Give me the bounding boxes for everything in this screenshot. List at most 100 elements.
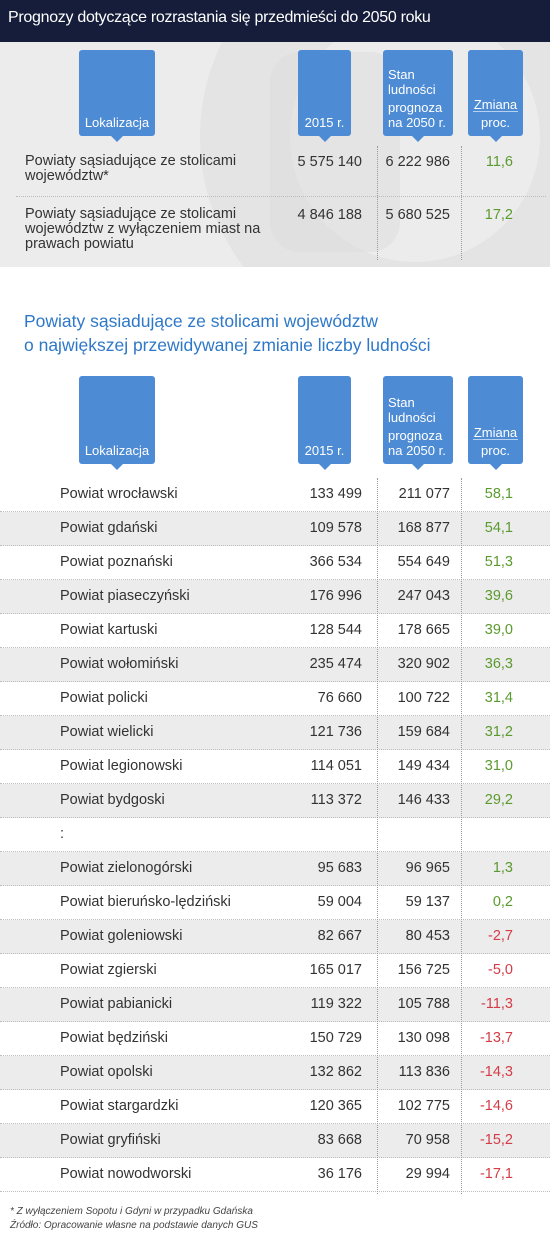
header-change: Zmiana proc. xyxy=(468,50,523,142)
population-2050: 156 725 xyxy=(397,962,450,978)
population-2015: 59 004 xyxy=(317,894,362,910)
percent-change: -15,2 xyxy=(479,1132,513,1148)
percent-change: 54,1 xyxy=(484,520,513,536)
table-row: Powiat gdański 109 578 168 877 54,1 xyxy=(0,512,550,546)
table-row: Powiat bieruńsko-lędziński 59 004 59 137 0,… xyxy=(0,886,550,920)
county-name: Powiat piaseczyński xyxy=(60,588,190,604)
county-name: Powiat stargardzki xyxy=(60,1098,179,1114)
table-row: Powiat wołomiński 235 474 320 902 36,3 xyxy=(0,648,550,682)
county-name: Powiat nowodworski xyxy=(60,1166,192,1182)
population-2015: 113 372 xyxy=(310,792,362,808)
table-row: Powiat goleniowski 82 667 80 453 -2,7 xyxy=(0,920,550,954)
population-2050: 211 077 xyxy=(398,486,450,502)
summary-2050: 5 680 525 xyxy=(385,207,450,223)
population-2015: 120 365 xyxy=(309,1098,362,1114)
population-2050: 29 994 xyxy=(405,1166,450,1182)
summary-name: Powiaty sąsiadujące ze stolicami wojewód… xyxy=(25,153,237,184)
percent-change: 58,1 xyxy=(484,486,513,502)
header-forecast: Stan ludności prognoza na 2050 r. xyxy=(383,376,453,470)
population-2015: 95 683 xyxy=(317,860,362,876)
population-2050: 102 775 xyxy=(397,1098,450,1114)
summary-section xyxy=(0,42,550,267)
county-name: Powiat będziński xyxy=(60,1030,168,1046)
table-row: Powiat zgierski 165 017 156 725 -5,0 xyxy=(0,954,550,988)
county-name: Powiat pabianicki xyxy=(60,996,173,1012)
table-row: Powiat pabianicki 119 322 105 788 -11,3 xyxy=(0,988,550,1022)
population-2050: 105 788 xyxy=(397,996,450,1012)
population-2050: 130 098 xyxy=(397,1030,450,1046)
population-2050: 554 649 xyxy=(397,554,450,570)
population-2050: 113 836 xyxy=(398,1064,450,1080)
percent-change: 29,2 xyxy=(484,792,513,808)
percent-change: 31,2 xyxy=(484,724,513,740)
population-2015: 36 176 xyxy=(317,1166,362,1182)
population-2015: 128 544 xyxy=(309,622,362,638)
table-row: Powiat nowodworski 36 176 29 994 -17,1 xyxy=(0,1158,550,1192)
county-name: Powiat wołomiński xyxy=(60,656,179,672)
population-2015: 82 667 xyxy=(317,928,362,944)
percent-change: 39,6 xyxy=(484,588,513,604)
summary-change: 17,2 xyxy=(484,207,513,223)
table-row: Powiat stargardzki 120 365 102 775 -14,6 xyxy=(0,1090,550,1124)
table-row: Powiat wrocławski 133 499 211 077 58,1 xyxy=(0,478,550,512)
summary-name: Powiaty sąsiadujące ze stolicami wojewód… xyxy=(25,206,261,252)
percent-change: -13,7 xyxy=(479,1030,513,1046)
summary-2015: 4 846 188 xyxy=(297,207,362,223)
county-name: Powiat policki xyxy=(60,690,148,706)
population-2050: 149 434 xyxy=(397,758,450,774)
table-row: Powiat wielicki 121 736 159 684 31,2 xyxy=(0,716,550,750)
summary-2050: 6 222 986 xyxy=(385,154,450,170)
population-2015: 109 578 xyxy=(309,520,362,536)
page-title: Prognozy dotyczące rozrastania się przed… xyxy=(8,9,431,26)
county-name: Powiat zgierski xyxy=(60,962,157,978)
header-2015: 2015 r. xyxy=(298,376,351,470)
header-forecast: Stan ludności prognoza na 2050 r. xyxy=(383,50,453,142)
county-name: Powiat gdański xyxy=(60,520,158,536)
summary-change: 11,6 xyxy=(485,154,513,170)
population-2015: 119 322 xyxy=(310,996,362,1012)
table-row: Powiat kartuski 128 544 178 665 39,0 xyxy=(0,614,550,648)
population-2015: 366 534 xyxy=(309,554,362,570)
summary-2015: 5 575 140 xyxy=(297,154,362,170)
percent-change: 39,0 xyxy=(484,622,513,638)
percent-change: -14,3 xyxy=(479,1064,513,1080)
county-name: Powiat gryfiński xyxy=(60,1132,161,1148)
population-2015: 121 736 xyxy=(309,724,362,740)
table-row: Powiat gryfiński 83 668 70 958 -15,2 xyxy=(0,1124,550,1158)
county-name: Powiat legionowski xyxy=(60,758,183,774)
header-location: Lokalizacja xyxy=(79,376,155,470)
percent-change: -5,0 xyxy=(488,962,513,978)
county-name: Powiat kartuski xyxy=(60,622,158,638)
percent-change: 0,2 xyxy=(492,894,513,910)
population-2015: 114 051 xyxy=(310,758,362,774)
county-name: Powiat bydgoski xyxy=(60,792,165,808)
table-row: : xyxy=(0,818,550,852)
table-row: Powiat legionowski 114 051 149 434 31,0 xyxy=(0,750,550,784)
header-change: Zmiana proc. xyxy=(468,376,523,470)
percent-change: 31,0 xyxy=(484,758,513,774)
table-row: Powiat poznański 366 534 554 649 51,3 xyxy=(0,546,550,580)
source-note: Źródło: Opracowanie własne na podstawie … xyxy=(10,1220,258,1231)
percent-change: -17,1 xyxy=(479,1166,513,1182)
section-subtitle: Powiaty sąsiadujące ze stolicami wojewód… xyxy=(24,311,431,355)
table-row: Powiat opolski 132 862 113 836 -14,3 xyxy=(0,1056,550,1090)
percent-change: 36,3 xyxy=(484,656,513,672)
percent-change: 31,4 xyxy=(484,690,513,706)
population-2050: 178 665 xyxy=(397,622,450,638)
population-2050: 247 043 xyxy=(397,588,450,604)
population-2050: 70 958 xyxy=(405,1132,450,1148)
population-2050: 80 453 xyxy=(405,928,450,944)
county-name: Powiat goleniowski xyxy=(60,928,183,944)
table-row: Powiat piaseczyński 176 996 247 043 39,6 xyxy=(0,580,550,614)
county-name: : xyxy=(60,826,65,842)
county-name: Powiat wrocławski xyxy=(60,486,178,502)
population-2050: 146 433 xyxy=(397,792,450,808)
population-2015: 133 499 xyxy=(309,486,362,502)
population-2015: 132 862 xyxy=(309,1064,362,1080)
population-2015: 76 660 xyxy=(317,690,362,706)
percent-change: 51,3 xyxy=(484,554,513,570)
county-name: Powiat bieruńsko-lędziński xyxy=(60,894,231,910)
county-name: Powiat poznański xyxy=(60,554,173,570)
percent-change: 1,3 xyxy=(492,860,513,876)
header-2015: 2015 r. xyxy=(298,50,351,142)
